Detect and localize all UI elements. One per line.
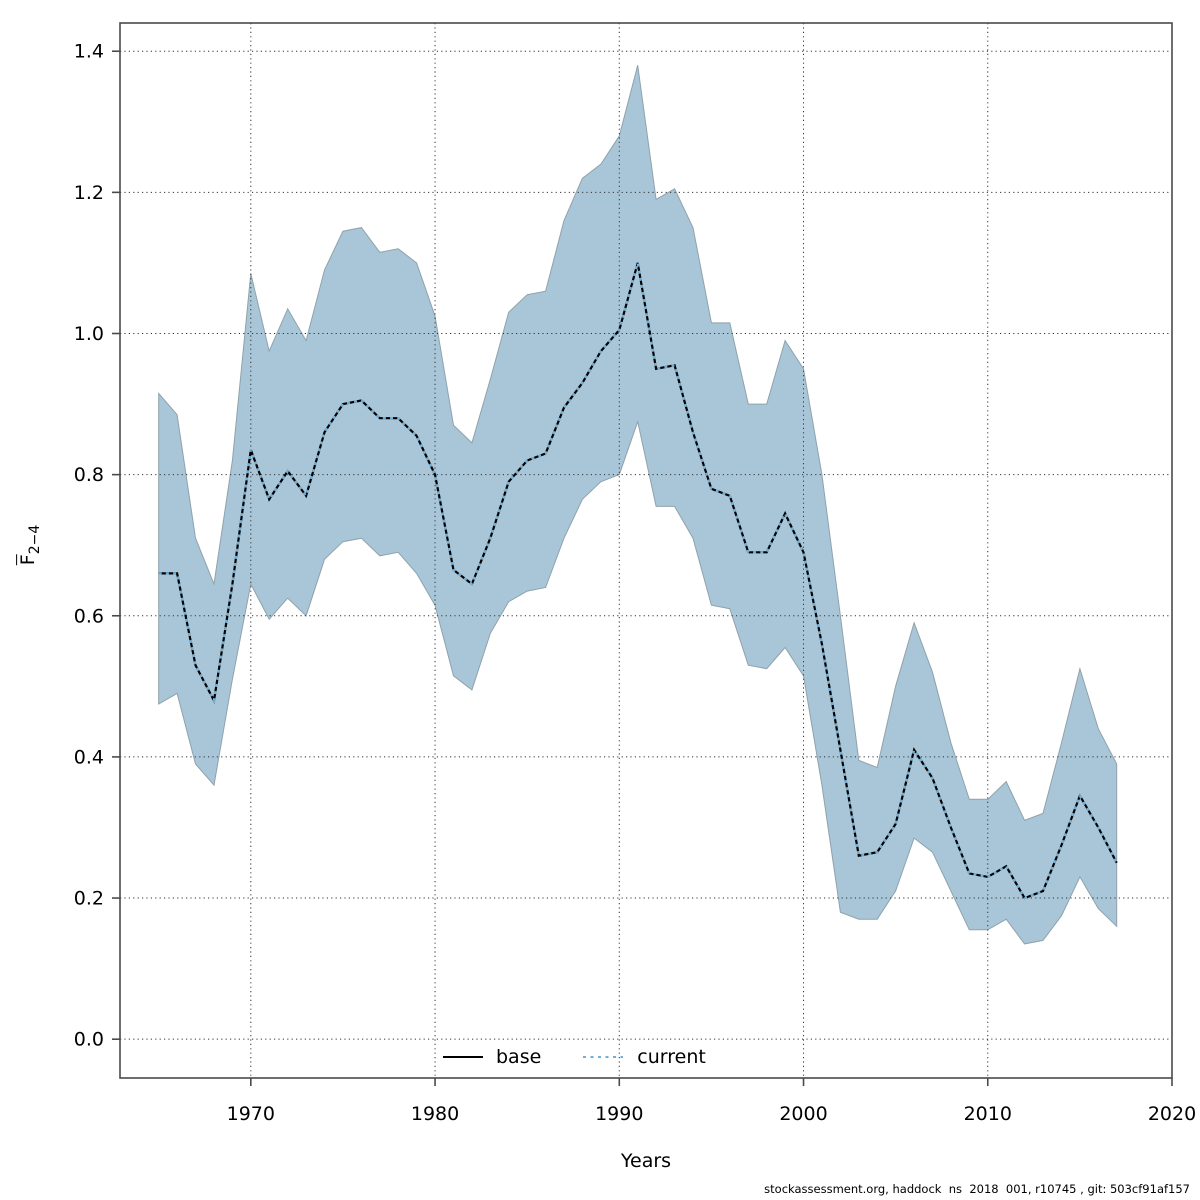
y-tick-label: 0.6 — [74, 605, 104, 627]
y-axis-label-fbar: F — [17, 554, 40, 566]
legend-current-line-sample — [583, 1055, 624, 1059]
x-tick-label: 2010 — [964, 1103, 1012, 1125]
y-tick-label: 0.0 — [74, 1029, 104, 1051]
x-tick-label: 1980 — [411, 1103, 459, 1125]
legend: base current — [443, 1046, 706, 1068]
x-tick-label: 2000 — [779, 1103, 827, 1125]
footer-attribution: stockassessment.org, haddock ns 2018 001… — [764, 1182, 1190, 1196]
y-axis-label-subscript: 2−4 — [26, 524, 43, 555]
x-tick-label: 2020 — [1148, 1103, 1196, 1125]
y-axis-label: F2−4 — [17, 525, 43, 565]
y-tick-label: 0.8 — [74, 464, 104, 486]
x-tick-label: 1970 — [227, 1103, 275, 1125]
plot-border — [119, 22, 1173, 1079]
base-line — [158, 262, 1118, 900]
y-tick-label: 0.4 — [74, 746, 104, 768]
legend-base-line-sample — [443, 1055, 483, 1059]
y-tick-label: 1.0 — [74, 323, 104, 345]
x-axis-label: Years — [620, 1150, 672, 1172]
confidence-band — [158, 65, 1118, 945]
y-tick-label: 0.2 — [74, 888, 104, 910]
y-tick-label: 1.4 — [74, 41, 104, 63]
legend-base-label: base — [496, 1046, 542, 1068]
y-tick-label: 1.2 — [74, 182, 104, 204]
x-tick-label: 1990 — [595, 1103, 643, 1125]
legend-current-label: current — [637, 1046, 706, 1068]
